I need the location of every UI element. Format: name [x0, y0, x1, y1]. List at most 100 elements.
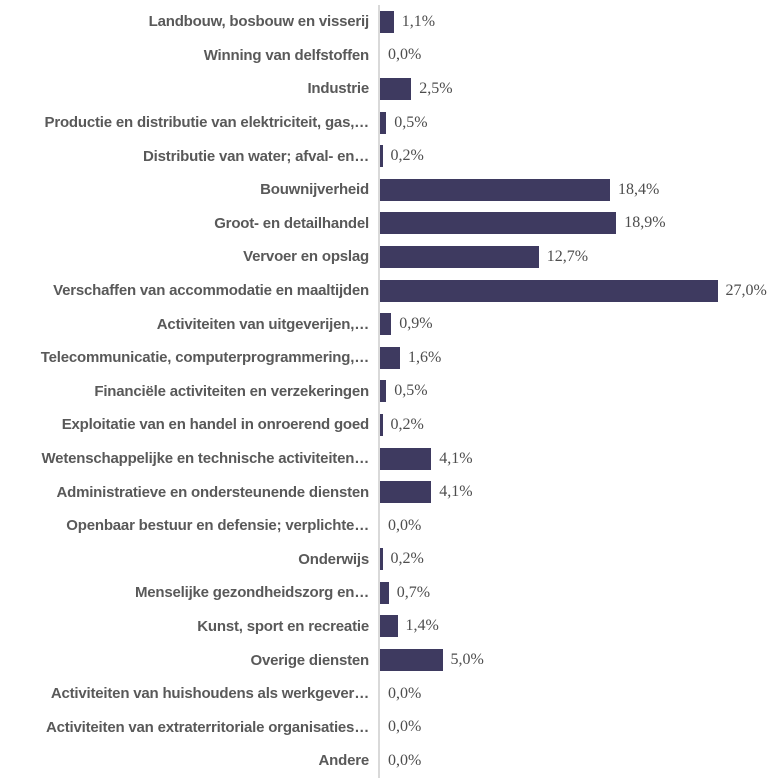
plot-area: 5,0% — [378, 643, 777, 677]
value-label: 0,2% — [390, 415, 424, 433]
category-label: Productie en distributie van elektricite… — [44, 114, 370, 132]
bar-row: Landbouw, bosbouw en visserij 1,1% — [0, 5, 777, 39]
bar-row: Financiële activiteiten en verzekeringen… — [0, 374, 777, 409]
value-label: 0,0% — [388, 46, 422, 64]
plot-area: 0,7% — [378, 576, 777, 610]
value-label: 0,2% — [390, 147, 424, 165]
category-label: Distributie van water; afval- en… — [143, 147, 369, 165]
value-label: 0,0% — [388, 684, 422, 702]
plot-area: 18,9% — [378, 206, 777, 241]
bar-row: Activiteiten van huishoudens als werkgev… — [0, 676, 777, 711]
plot-area: 0,5% — [378, 374, 777, 409]
bar-row: Bouwnijverheid 18,4% — [0, 172, 777, 207]
value-label: 0,0% — [388, 751, 422, 769]
value-label: 0,5% — [394, 382, 428, 400]
value-label: 1,6% — [408, 348, 442, 366]
bar-row: Distributie van water; afval- en… 0,2% — [0, 139, 777, 173]
category-label: Landbouw, bosbouw en visserij — [148, 13, 370, 31]
category-label: Telecommunicatie, computerprogrammering,… — [40, 349, 369, 367]
category-label: Menselijke gezondheidszorg en… — [134, 584, 369, 602]
category-label: Overige diensten — [250, 651, 369, 669]
bar-row: Vervoer en opslag 12,7% — [0, 240, 777, 274]
bar — [380, 279, 718, 302]
category-label: Financiële activiteiten en verzekeringen — [94, 382, 369, 400]
bar-row: Menselijke gezondheidszorg en… 0,7% — [0, 576, 777, 610]
value-label: 1,4% — [405, 617, 439, 635]
plot-area: 0,5% — [378, 105, 777, 140]
bar — [380, 313, 392, 336]
bar — [380, 10, 394, 33]
bar-row: Exploitatie van en handel in onroerend g… — [0, 408, 777, 442]
plot-area: 27,0% — [378, 273, 777, 308]
bar — [380, 413, 383, 436]
plot-area: 0,0% — [378, 744, 777, 778]
category-label: Verschaffen van accommodatie en maaltijd… — [53, 282, 369, 300]
bar — [380, 380, 387, 403]
category-label: Exploitatie van en handel in onroerend g… — [61, 416, 369, 434]
value-label: 0,2% — [390, 550, 424, 568]
bar — [380, 615, 398, 638]
plot-area: 4,1% — [378, 441, 777, 476]
plot-area: 0,0% — [378, 38, 777, 73]
bar-row: Onderwijs 0,2% — [0, 542, 777, 577]
bar-row: Activiteiten van extraterritoriale organ… — [0, 710, 777, 745]
plot-area: 18,4% — [378, 172, 777, 207]
category-label: Wetenschappelijke en technische activite… — [41, 450, 369, 468]
plot-area: 1,1% — [378, 5, 777, 39]
bar — [380, 548, 383, 571]
bar-row: Winning van delfstoffen 0,0% — [0, 38, 777, 73]
plot-area: 0,0% — [378, 676, 777, 711]
plot-area: 0,0% — [378, 710, 777, 745]
bar — [380, 245, 539, 268]
bar-row: Wetenschappelijke en technische activite… — [0, 441, 777, 476]
value-label: 12,7% — [546, 247, 589, 265]
bar-row: Activiteiten van uitgeverijen,… 0,9% — [0, 307, 777, 341]
value-label: 0,0% — [388, 516, 422, 534]
category-label: Groot- en detailhandel — [214, 214, 369, 232]
category-label: Onderwijs — [298, 550, 369, 568]
value-label: 0,0% — [388, 718, 422, 736]
category-label: Activiteiten van extraterritoriale organ… — [45, 718, 369, 736]
value-label: 27,0% — [725, 281, 767, 299]
category-label: Kunst, sport en recreatie — [197, 617, 369, 635]
plot-area: 2,5% — [378, 72, 777, 106]
value-label: 5,0% — [450, 651, 484, 669]
value-label: 18,9% — [624, 214, 666, 232]
bar-row: Productie en distributie van elektricite… — [0, 105, 777, 140]
bar — [380, 649, 443, 672]
bar-row: Kunst, sport en recreatie 1,4% — [0, 609, 777, 644]
value-label: 0,5% — [394, 113, 428, 131]
bar — [380, 145, 383, 168]
bar — [380, 346, 400, 369]
plot-area: 1,6% — [378, 340, 777, 375]
category-label: Winning van delfstoffen — [203, 46, 369, 64]
bar-row: Openbaar bestuur en defensie; verplichte… — [0, 508, 777, 543]
value-label: 0,7% — [396, 583, 431, 601]
bar — [380, 447, 432, 470]
plot-area: 0,9% — [378, 307, 777, 341]
plot-area: 0,2% — [378, 139, 777, 173]
value-label: 1,1% — [401, 12, 436, 30]
category-label: Industrie — [307, 80, 369, 98]
bar — [380, 481, 432, 504]
bar-row: Telecommunicatie, computerprogrammering,… — [0, 340, 777, 375]
category-label: Bouwnijverheid — [260, 181, 369, 199]
value-label: 4,1% — [439, 449, 473, 467]
bar — [380, 111, 387, 134]
category-label: Activiteiten van huishoudens als werkgev… — [50, 685, 369, 703]
bar-row: Groot- en detailhandel 18,9% — [0, 206, 777, 241]
bar-row: Industrie 2,5% — [0, 72, 777, 106]
bar-row: Verschaffen van accommodatie en maaltijd… — [0, 273, 777, 308]
bar — [380, 178, 610, 201]
value-label: 0,9% — [399, 315, 433, 333]
bar — [380, 581, 389, 604]
bar — [380, 77, 412, 100]
category-label: Vervoer en opslag — [243, 248, 369, 266]
value-label: 4,1% — [439, 483, 473, 501]
plot-area: 0,0% — [378, 508, 777, 543]
bar — [380, 212, 617, 235]
value-label: 18,4% — [618, 180, 660, 198]
category-label: Activiteiten van uitgeverijen,… — [156, 315, 369, 333]
plot-area: 4,1% — [378, 475, 777, 509]
